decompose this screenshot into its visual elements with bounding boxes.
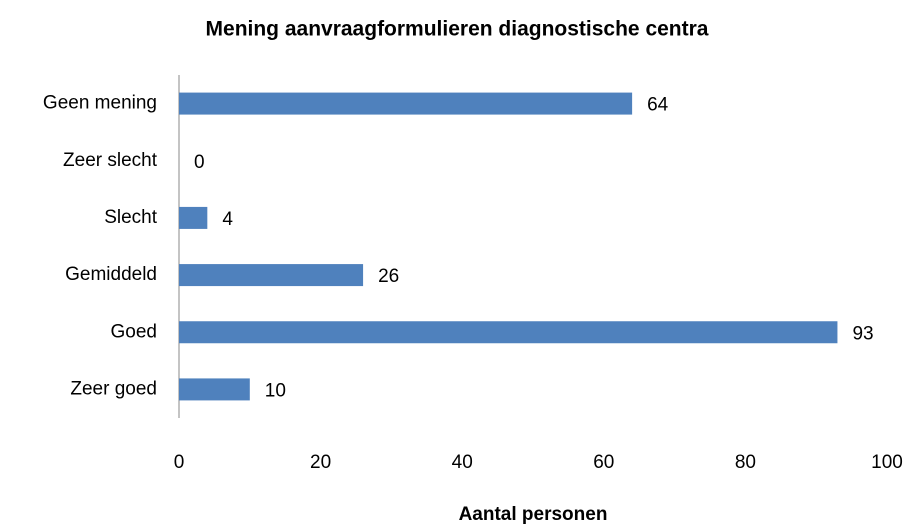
bar — [179, 206, 208, 229]
value-label: 4 — [222, 209, 233, 230]
x-tick-label: 100 — [871, 452, 903, 473]
chart-title: Mening aanvraagformulieren diagnostische… — [206, 18, 709, 41]
y-tick-label: Goed — [111, 321, 157, 342]
value-label: 10 — [265, 380, 286, 401]
x-tick-label: 60 — [593, 452, 614, 473]
y-tick-label: Zeer slecht — [63, 150, 158, 171]
bar — [179, 264, 364, 287]
y-tick-label: Zeer goed — [70, 378, 157, 399]
bar — [179, 92, 633, 115]
x-tick-label: 80 — [735, 452, 756, 473]
bar — [179, 378, 250, 401]
x-tick-label: 0 — [174, 452, 185, 473]
y-tick-label: Geen mening — [43, 93, 157, 114]
value-label: 93 — [852, 323, 873, 344]
value-label: 26 — [378, 266, 399, 287]
value-label: 0 — [194, 152, 205, 173]
y-tick-label: Gemiddeld — [65, 264, 157, 285]
value-label: 64 — [647, 95, 669, 116]
x-tick-label: 40 — [452, 452, 473, 473]
bar — [179, 321, 838, 344]
x-tick-label: 20 — [310, 452, 331, 473]
x-axis-label: Aantal personen — [459, 504, 608, 525]
y-tick-label: Slecht — [104, 207, 158, 228]
